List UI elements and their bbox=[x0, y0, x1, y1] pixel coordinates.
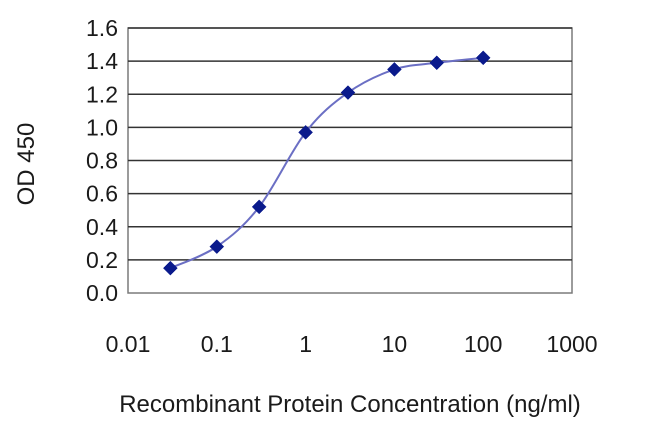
y-tick-label: 1.2 bbox=[86, 81, 118, 107]
y-axis-ticks: 0.0 0.2 0.4 0.6 0.8 1.0 1.2 1.4 1.6 bbox=[86, 15, 118, 306]
data-point bbox=[209, 239, 225, 254]
y-tick-label: 1.4 bbox=[86, 48, 118, 74]
y-tick-label: 1.0 bbox=[86, 114, 118, 140]
x-axis-title: Recombinant Protein Concentration (ng/ml… bbox=[119, 391, 581, 418]
y-axis-title: OD 450 bbox=[13, 123, 40, 206]
data-point bbox=[340, 85, 356, 100]
x-tick-label: 0.1 bbox=[201, 331, 233, 357]
y-tick-label: 0.0 bbox=[86, 280, 118, 306]
data-point bbox=[251, 199, 267, 215]
y-tick-label: 0.2 bbox=[86, 247, 118, 273]
x-tick-label: 0.01 bbox=[106, 331, 151, 357]
x-tick-label: 10 bbox=[382, 331, 408, 357]
data-point bbox=[387, 62, 402, 77]
y-tick-label: 0.4 bbox=[86, 214, 118, 240]
data-point bbox=[163, 260, 178, 276]
x-tick-label: 100 bbox=[464, 331, 502, 357]
x-tick-label: 1 bbox=[299, 331, 312, 357]
x-tick-label: 1000 bbox=[546, 331, 597, 357]
data-point bbox=[475, 50, 491, 66]
y-tick-label: 0.8 bbox=[86, 148, 118, 174]
data-point bbox=[429, 55, 445, 71]
data-point bbox=[298, 124, 313, 140]
y-tick-label: 0.6 bbox=[86, 181, 118, 207]
x-axis-ticks: 0.01 0.1 1 10 100 1000 bbox=[106, 331, 598, 357]
series-group bbox=[163, 50, 491, 276]
y-tick-label: 1.6 bbox=[86, 15, 118, 41]
